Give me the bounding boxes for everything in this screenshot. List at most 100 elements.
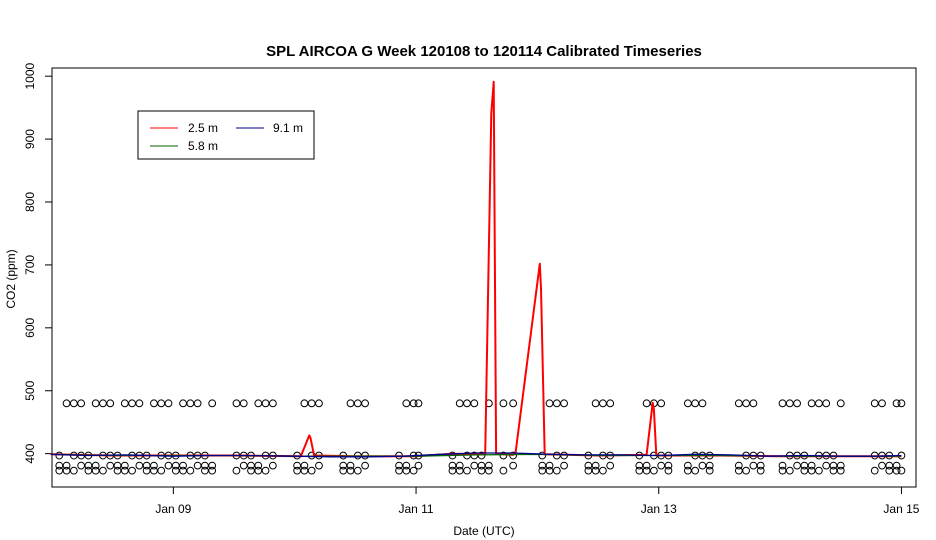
calibration-point (552, 399, 561, 408)
calibration-point (807, 399, 816, 408)
y-axis-label: CO2 (ppm) (4, 249, 18, 308)
y-tick-label-0: 400 (23, 443, 37, 463)
calibration-markers (55, 399, 906, 475)
calibration-point (829, 461, 838, 470)
calibration-point (186, 399, 195, 408)
calibration-point (734, 399, 743, 408)
calibration-point (84, 461, 93, 470)
calibration-point (683, 461, 692, 470)
calibration-point (470, 461, 479, 470)
calibration-point (164, 399, 173, 408)
calibration-point (315, 461, 323, 470)
calibration-point (135, 461, 144, 470)
calibration-point (171, 461, 180, 470)
calibration-point (261, 399, 270, 408)
legend: 2.5 m 9.1 m 5.8 m (137, 110, 315, 160)
calibration-point (150, 399, 158, 408)
calibration-point (268, 461, 277, 470)
calibration-point (470, 399, 479, 408)
calibration-point (157, 399, 166, 408)
calibration-point (268, 399, 277, 408)
calibration-point (414, 399, 423, 408)
legend-label-9-1m: 9.1 m (273, 121, 303, 135)
calibration-point (705, 461, 714, 470)
calibration-point (315, 399, 323, 408)
y-tick-label-2: 600 (23, 317, 37, 337)
calibration-point (734, 461, 743, 470)
calibration-point (120, 461, 129, 470)
calibration-point (193, 399, 202, 408)
calibration-point (545, 461, 554, 470)
calibration-point (69, 466, 78, 475)
calibration-point (642, 399, 651, 408)
calibration-point (892, 399, 901, 408)
calibration-point (793, 399, 801, 408)
legend-label-2-5m: 2.5 m (188, 121, 218, 135)
calibration-point (455, 399, 464, 408)
calibration-point (208, 461, 217, 470)
calibration-point (664, 466, 673, 475)
calibration-point (106, 399, 115, 408)
calibration-point (892, 461, 901, 470)
calibration-point (878, 461, 886, 470)
x-tick-label-0: Jan 09 (155, 502, 191, 516)
calibration-point (664, 461, 673, 470)
legend-label-5-8m: 5.8 m (188, 139, 218, 153)
calibration-point (756, 466, 765, 475)
y-axis: 400 500 600 700 800 900 1000 (23, 63, 52, 464)
calibration-point (657, 461, 666, 470)
calibration-point (186, 466, 195, 475)
calibration-point (642, 461, 651, 470)
y-tick-label-3: 700 (23, 255, 37, 275)
calibration-point (99, 466, 107, 475)
calibration-point (62, 399, 71, 408)
calibration-point (749, 399, 758, 408)
calibration-point (878, 399, 886, 408)
calibration-point (353, 399, 362, 408)
calibration-point (208, 399, 217, 408)
calibration-point (179, 399, 187, 408)
calibration-point (499, 399, 508, 408)
calibration-point (793, 461, 801, 470)
calibration-point (499, 451, 508, 460)
calibration-point (339, 461, 348, 470)
calibration-point (836, 466, 845, 475)
calibration-point (698, 399, 707, 408)
calibration-point (463, 466, 471, 475)
calibration-point (538, 461, 547, 470)
calibration-point (785, 466, 794, 475)
calibration-point (69, 399, 78, 408)
calibration-point (55, 461, 64, 470)
calibration-point (247, 461, 255, 470)
calibration-point (509, 399, 518, 408)
x-tick-label-1: Jan 11 (398, 502, 433, 516)
calibration-point (55, 451, 64, 460)
calibration-point (885, 461, 894, 470)
calibration-point (785, 399, 794, 408)
calibration-point (128, 399, 136, 408)
calibration-point (120, 399, 129, 408)
calibration-point (346, 399, 355, 408)
calibration-point (800, 461, 809, 470)
calibration-point (560, 399, 568, 408)
calibration-point (106, 461, 115, 470)
calibration-point (538, 451, 547, 460)
calibration-point (91, 461, 100, 470)
calibration-point (62, 461, 71, 470)
calibration-point (509, 461, 518, 470)
calibration-point (584, 461, 593, 470)
calibration-point (77, 399, 86, 408)
y-tick-label-1: 500 (23, 380, 37, 400)
calibration-point (484, 466, 493, 475)
calibration-point (402, 461, 411, 470)
calibration-point (742, 399, 751, 408)
calibration-point (749, 461, 758, 470)
calibration-point (402, 399, 411, 408)
calibration-point (307, 399, 316, 408)
legend-box (137, 110, 315, 160)
calibration-point (499, 466, 508, 475)
calibration-point (135, 399, 144, 408)
calibration-point (778, 461, 787, 470)
calibration-point (193, 461, 202, 470)
